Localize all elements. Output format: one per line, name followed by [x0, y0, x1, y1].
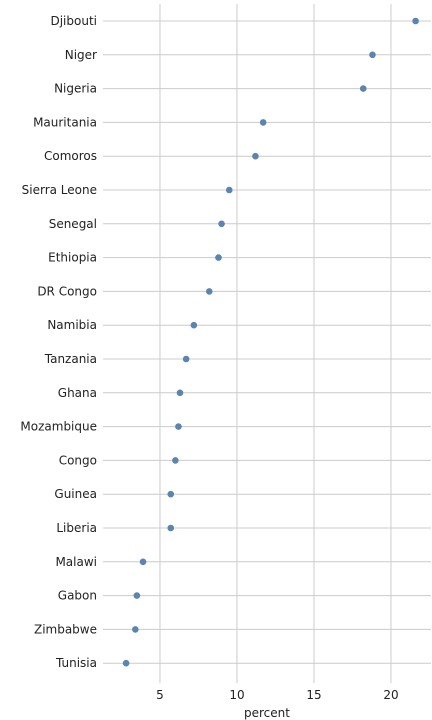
data-point	[259, 119, 267, 126]
country-label: Malawi	[55, 555, 97, 569]
data-point	[359, 85, 367, 92]
country-label: Tanzania	[44, 352, 97, 366]
country-label: DR Congo	[37, 284, 97, 298]
country-label: Nigeria	[54, 82, 97, 96]
x-tick-label: 15	[306, 688, 321, 702]
country-label: Tunisia	[55, 656, 97, 670]
country-label: Mauritania	[33, 115, 97, 129]
country-label: Liberia	[56, 521, 97, 535]
data-point	[175, 423, 182, 430]
data-point	[252, 152, 259, 160]
country-label: Senegal	[49, 217, 97, 231]
x-axis-ticks: 5 10 15 20	[156, 688, 398, 702]
country-label: Ethiopia	[48, 251, 97, 265]
data-point	[369, 51, 376, 59]
data-point	[412, 17, 419, 25]
data-point	[215, 254, 222, 261]
x-tick-label: 5	[156, 688, 164, 702]
grid-lines	[103, 4, 431, 683]
country-label: Namibia	[47, 318, 97, 332]
data-point	[167, 524, 175, 532]
country-label: Ghana	[58, 386, 97, 400]
country-labels: Djibouti Niger Nigeria Mauritania Comoros Sie…	[20, 14, 97, 670]
data-point	[218, 220, 225, 228]
data-point	[172, 457, 179, 464]
data-point	[225, 186, 233, 194]
country-label: Sierra Leone	[22, 183, 97, 197]
country-label: Djibouti	[50, 14, 97, 28]
country-label: Congo	[59, 453, 97, 467]
data-point	[122, 659, 130, 667]
data-point	[205, 288, 213, 295]
data-points	[122, 17, 419, 667]
country-label: Gabon	[58, 589, 97, 603]
data-point	[182, 355, 190, 363]
country-label: Guinea	[54, 487, 97, 501]
data-point	[132, 626, 139, 633]
data-point	[190, 321, 198, 329]
data-point	[139, 558, 147, 566]
country-label: Zimbabwe	[34, 622, 97, 636]
data-point	[167, 490, 175, 498]
data-point	[176, 389, 184, 397]
country-label: Niger	[65, 48, 97, 62]
x-tick-label: 10	[229, 688, 244, 702]
x-axis-title: percent	[244, 706, 290, 720]
data-point	[133, 592, 141, 599]
x-tick-label: 20	[383, 688, 398, 702]
country-label: Mozambique	[20, 420, 97, 434]
country-label: Comoros	[44, 149, 97, 163]
